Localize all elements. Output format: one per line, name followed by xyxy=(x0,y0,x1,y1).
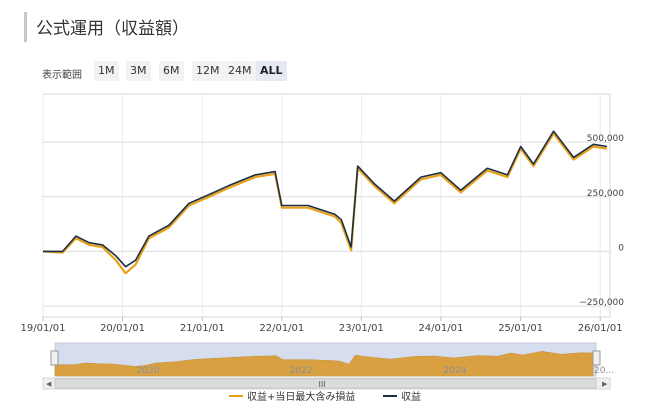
y-tick-label: 0 xyxy=(618,243,624,253)
range-selector-label: 表示範囲 xyxy=(42,70,82,81)
horizontal-gridlines xyxy=(43,141,610,307)
legend-label-profit-max[interactable]: 収益+当日最大含み損益 xyxy=(247,390,355,403)
navigator-right-handle[interactable] xyxy=(592,350,601,366)
series-line-1[interactable] xyxy=(43,130,608,268)
navigator-year-labels: 2020 2022 2024 20... xyxy=(137,366,614,376)
y-tick-label: 500,000 xyxy=(587,134,624,144)
x-tick-label: 23/01/01 xyxy=(339,323,384,334)
x-tick-label: 19/01/01 xyxy=(21,323,66,334)
legend-label-profit[interactable]: 収益 xyxy=(401,390,421,403)
range-button-3m[interactable]: 3M xyxy=(126,61,151,81)
x-tick-labels: 19/01/01 20/01/01 21/01/01 22/01/01 23/01/01… xyxy=(21,323,623,334)
range-button-12m[interactable]: 12M xyxy=(192,61,224,81)
navigator-area xyxy=(54,351,594,377)
range-button-all[interactable]: ALL xyxy=(256,61,287,81)
series-layer xyxy=(42,130,608,275)
range-button-6m[interactable]: 6M xyxy=(159,61,184,81)
plot-area-border xyxy=(42,93,611,318)
y-tick-label: 250,000 xyxy=(587,189,624,199)
scroll-left-arrow-icon[interactable]: ◀ xyxy=(46,380,52,388)
vertical-gridlines xyxy=(42,94,601,321)
navigator-year-label: 20... xyxy=(594,366,614,376)
scroll-right-arrow-icon[interactable]: ▶ xyxy=(602,380,608,388)
y-tick-labels: 500,000 250,000 0 −250,000 xyxy=(579,134,624,308)
x-tick-label: 21/01/01 xyxy=(180,323,225,334)
legend: 収益+当日最大含み損益 収益 xyxy=(229,390,421,403)
page-title: 公式運用（収益額） xyxy=(36,19,189,39)
navigator-year-label: 2020 xyxy=(137,366,160,376)
navigator-left-handle[interactable] xyxy=(50,350,59,366)
range-button-24m[interactable]: 24M xyxy=(224,61,256,81)
x-tick-label: 25/01/01 xyxy=(498,323,543,334)
scrollbar-grip[interactable]: III xyxy=(318,380,325,389)
scrollbar-thumb[interactable] xyxy=(54,378,597,389)
x-tick-label: 22/01/01 xyxy=(259,323,304,334)
y-tick-label: −250,000 xyxy=(579,298,624,308)
title-accent-bar xyxy=(24,12,27,42)
range-button-1m[interactable]: 1M xyxy=(94,61,119,81)
series-line-0[interactable] xyxy=(42,132,608,275)
navigator-year-label: 2024 xyxy=(444,366,467,376)
x-tick-label: 20/01/01 xyxy=(100,323,145,334)
x-tick-label: 26/01/01 xyxy=(578,323,623,334)
x-tick-label: 24/01/01 xyxy=(418,323,463,334)
navigator-year-label: 2022 xyxy=(290,366,313,376)
